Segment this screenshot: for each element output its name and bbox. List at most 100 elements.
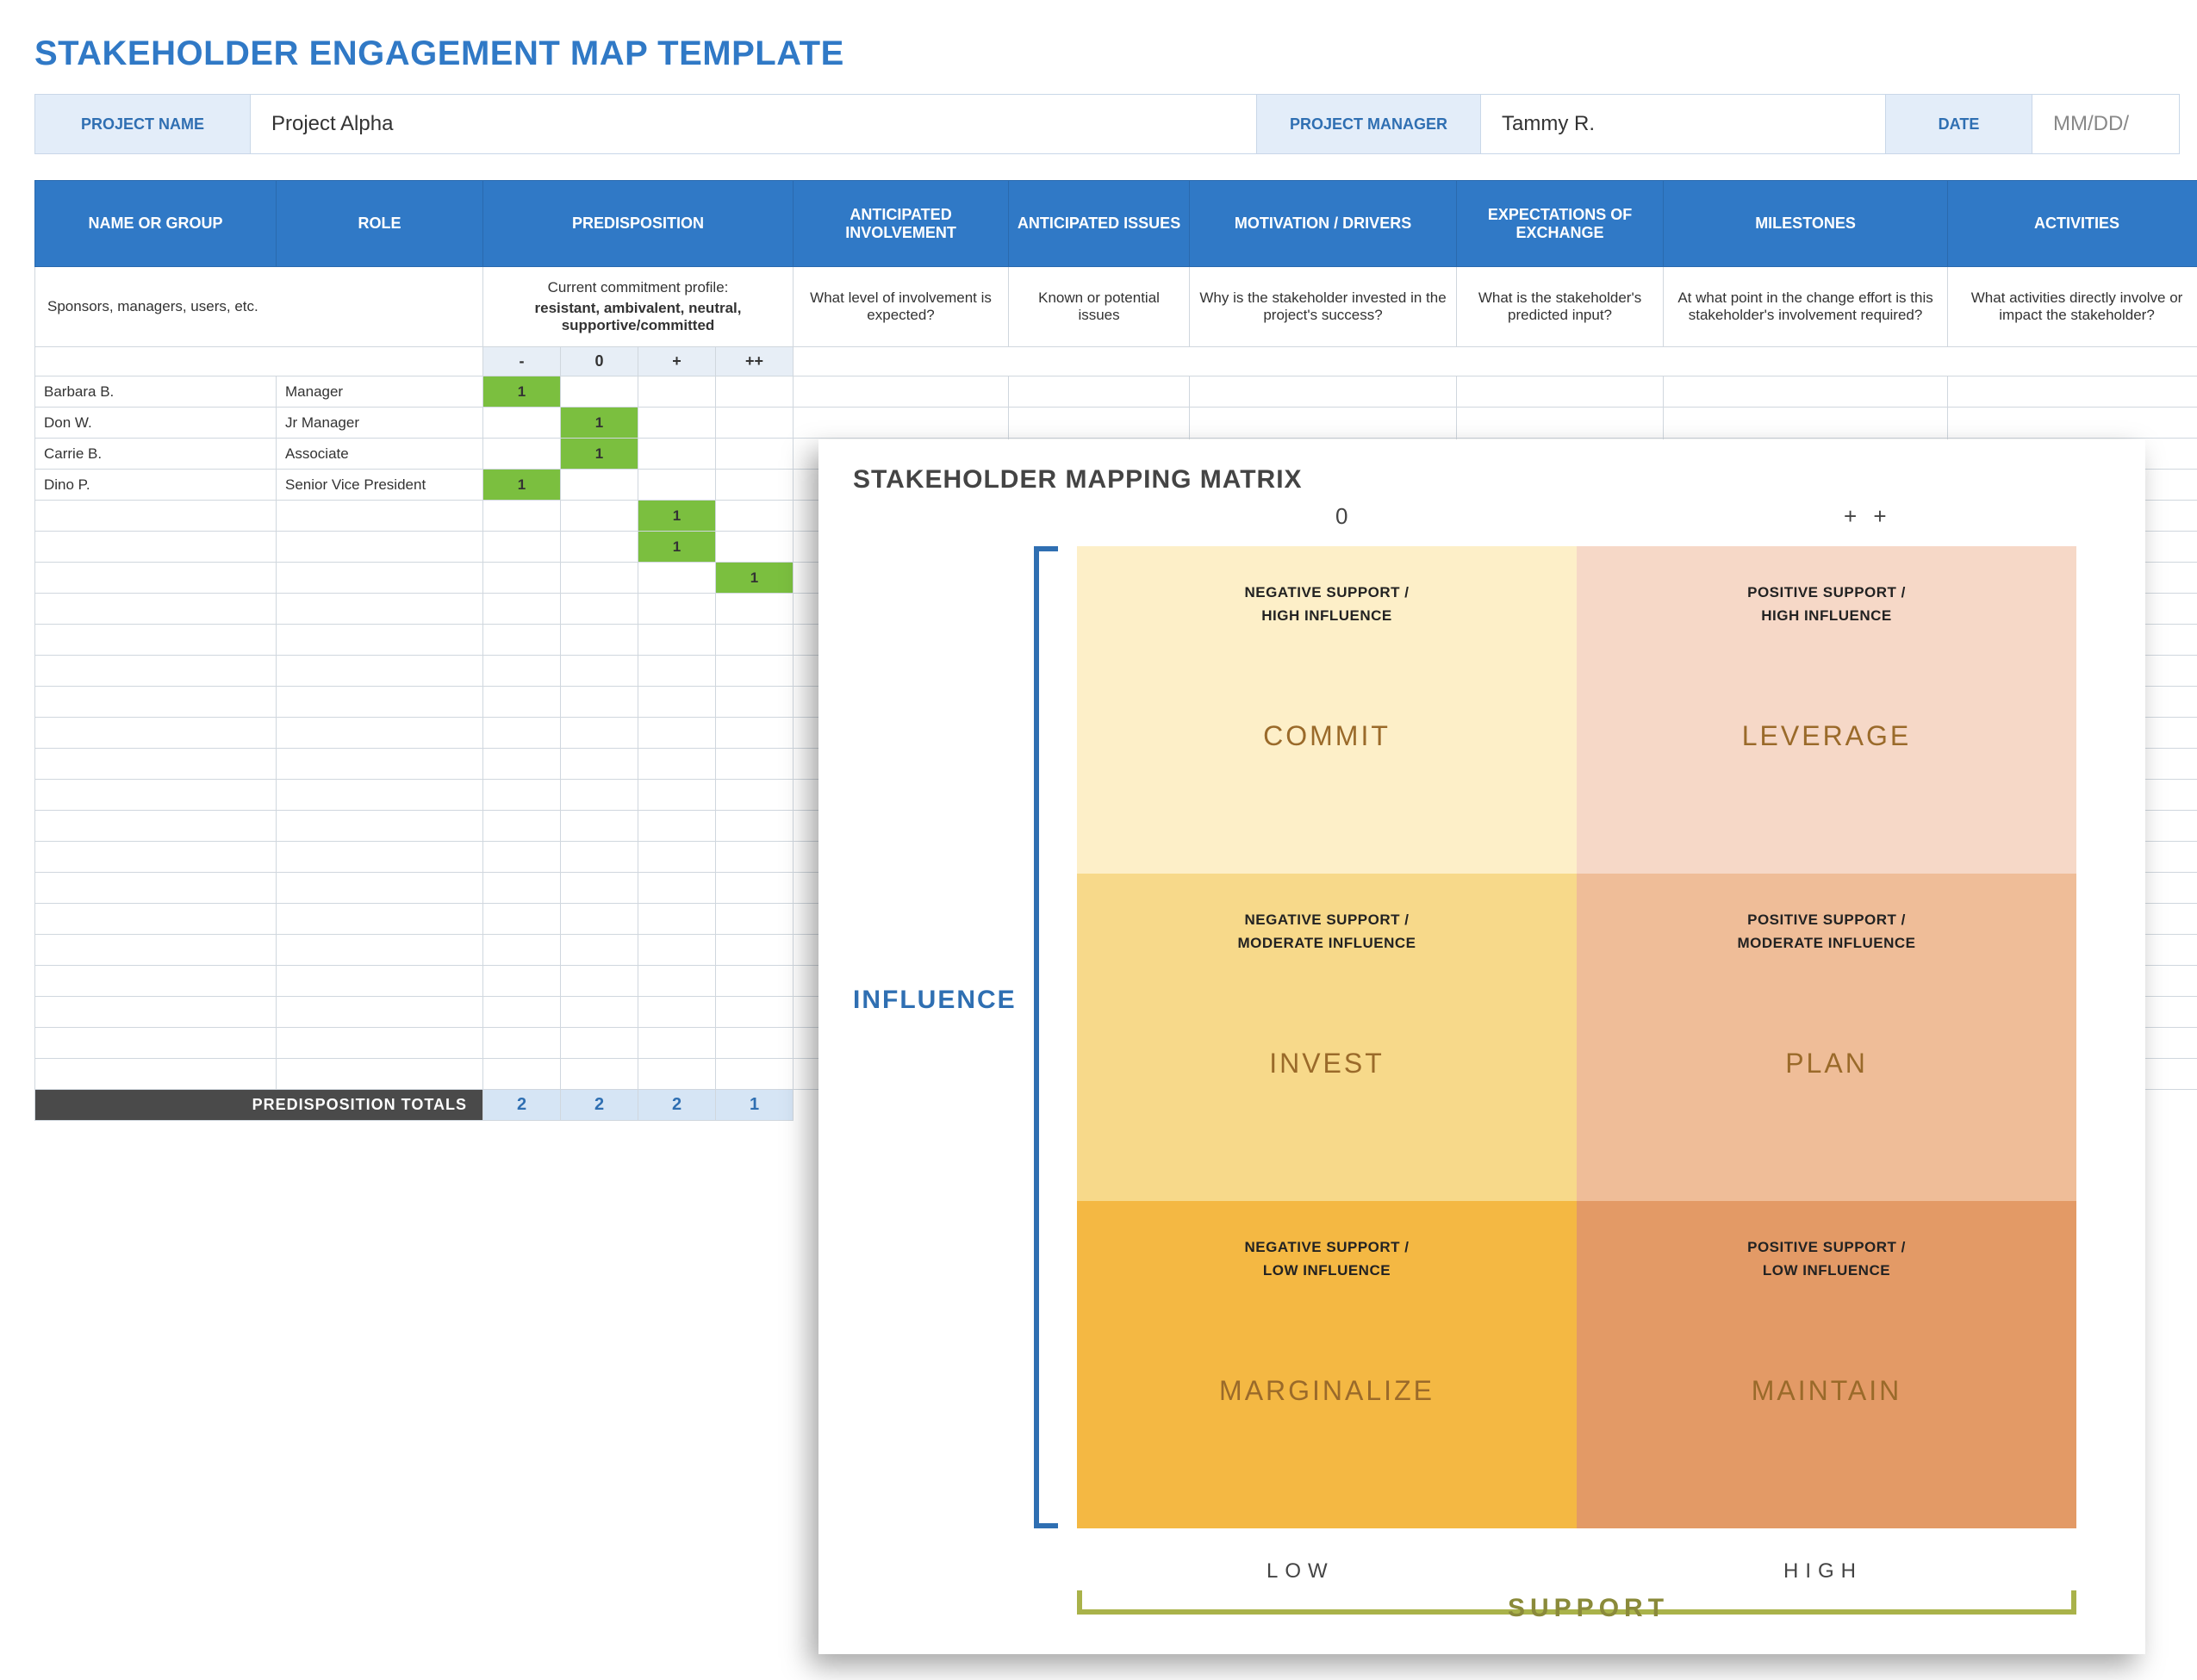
- cell-empty[interactable]: [483, 873, 561, 904]
- cell-empty[interactable]: [561, 749, 638, 780]
- cell-empty[interactable]: [716, 904, 794, 935]
- cell-empty[interactable]: [638, 935, 716, 966]
- cell-empty[interactable]: [277, 1028, 483, 1059]
- cell-empty[interactable]: [277, 966, 483, 997]
- cell-empty[interactable]: [561, 687, 638, 718]
- cell-empty[interactable]: [483, 687, 561, 718]
- cell-empty[interactable]: [277, 594, 483, 625]
- cell-empty[interactable]: [483, 811, 561, 842]
- cell-empty[interactable]: [638, 625, 716, 656]
- cell-mark[interactable]: [561, 563, 638, 594]
- cell-empty[interactable]: [1009, 376, 1190, 408]
- cell-empty[interactable]: [638, 687, 716, 718]
- cell-mark[interactable]: 1: [638, 532, 716, 563]
- cell-mark[interactable]: [716, 532, 794, 563]
- cell-empty[interactable]: [638, 904, 716, 935]
- date-value[interactable]: MM/DD/: [2032, 95, 2179, 153]
- cell-empty[interactable]: [483, 594, 561, 625]
- cell-mark[interactable]: [716, 470, 794, 501]
- cell-empty[interactable]: [561, 625, 638, 656]
- cell-empty[interactable]: [35, 656, 277, 687]
- cell-empty[interactable]: [638, 811, 716, 842]
- cell-empty[interactable]: [716, 811, 794, 842]
- cell-empty[interactable]: [277, 625, 483, 656]
- cell-empty[interactable]: [716, 935, 794, 966]
- cell-mark[interactable]: 1: [483, 470, 561, 501]
- cell-empty[interactable]: [716, 997, 794, 1028]
- cell-empty[interactable]: [716, 780, 794, 811]
- cell-empty[interactable]: [716, 718, 794, 749]
- cell-empty[interactable]: [483, 749, 561, 780]
- cell-name[interactable]: Don W.: [35, 408, 277, 439]
- cell-empty[interactable]: [561, 935, 638, 966]
- cell-empty[interactable]: [794, 408, 1009, 439]
- cell-empty[interactable]: [716, 873, 794, 904]
- cell-role[interactable]: [277, 501, 483, 532]
- cell-mark[interactable]: [561, 501, 638, 532]
- cell-empty[interactable]: [716, 625, 794, 656]
- cell-mark[interactable]: [716, 376, 794, 408]
- cell-mark[interactable]: 1: [638, 501, 716, 532]
- cell-empty[interactable]: [483, 1059, 561, 1090]
- cell-empty[interactable]: [794, 376, 1009, 408]
- cell-name[interactable]: [35, 532, 277, 563]
- cell-empty[interactable]: [561, 1059, 638, 1090]
- cell-mark[interactable]: [561, 532, 638, 563]
- cell-empty[interactable]: [483, 935, 561, 966]
- cell-empty[interactable]: [35, 625, 277, 656]
- cell-empty[interactable]: [561, 966, 638, 997]
- cell-empty[interactable]: [35, 842, 277, 873]
- cell-empty[interactable]: [1948, 376, 2197, 408]
- cell-empty[interactable]: [561, 718, 638, 749]
- cell-empty[interactable]: [35, 873, 277, 904]
- cell-empty[interactable]: [638, 749, 716, 780]
- cell-empty[interactable]: [35, 687, 277, 718]
- cell-empty[interactable]: [561, 594, 638, 625]
- cell-empty[interactable]: [1664, 408, 1948, 439]
- cell-empty[interactable]: [277, 997, 483, 1028]
- cell-empty[interactable]: [1457, 376, 1664, 408]
- cell-empty[interactable]: [638, 842, 716, 873]
- cell-mark[interactable]: 1: [561, 439, 638, 470]
- cell-role[interactable]: [277, 563, 483, 594]
- cell-empty[interactable]: [277, 780, 483, 811]
- cell-empty[interactable]: [35, 935, 277, 966]
- cell-mark[interactable]: 1: [716, 563, 794, 594]
- cell-empty[interactable]: [483, 966, 561, 997]
- cell-empty[interactable]: [277, 873, 483, 904]
- cell-name[interactable]: [35, 501, 277, 532]
- cell-name[interactable]: Carrie B.: [35, 439, 277, 470]
- cell-empty[interactable]: [638, 997, 716, 1028]
- cell-empty[interactable]: [483, 1028, 561, 1059]
- cell-empty[interactable]: [35, 1059, 277, 1090]
- cell-role[interactable]: Associate: [277, 439, 483, 470]
- cell-empty[interactable]: [277, 656, 483, 687]
- cell-empty[interactable]: [716, 1059, 794, 1090]
- cell-empty[interactable]: [277, 687, 483, 718]
- cell-mark[interactable]: [716, 439, 794, 470]
- cell-mark[interactable]: [561, 470, 638, 501]
- cell-mark[interactable]: 1: [483, 376, 561, 408]
- cell-empty[interactable]: [561, 997, 638, 1028]
- cell-empty[interactable]: [561, 780, 638, 811]
- cell-role[interactable]: [277, 532, 483, 563]
- cell-role[interactable]: Senior Vice President: [277, 470, 483, 501]
- cell-mark[interactable]: [638, 408, 716, 439]
- cell-empty[interactable]: [561, 842, 638, 873]
- cell-role[interactable]: Manager: [277, 376, 483, 408]
- cell-name[interactable]: Barbara B.: [35, 376, 277, 408]
- project-manager-value[interactable]: Tammy R.: [1481, 95, 1886, 153]
- cell-empty[interactable]: [561, 1028, 638, 1059]
- cell-empty[interactable]: [277, 1059, 483, 1090]
- cell-empty[interactable]: [35, 1028, 277, 1059]
- cell-mark[interactable]: 1: [561, 408, 638, 439]
- cell-mark[interactable]: [638, 376, 716, 408]
- cell-empty[interactable]: [638, 656, 716, 687]
- cell-empty[interactable]: [638, 1028, 716, 1059]
- cell-empty[interactable]: [483, 780, 561, 811]
- cell-empty[interactable]: [483, 656, 561, 687]
- cell-mark[interactable]: [483, 439, 561, 470]
- cell-mark[interactable]: [483, 532, 561, 563]
- cell-role[interactable]: Jr Manager: [277, 408, 483, 439]
- cell-empty[interactable]: [1190, 376, 1457, 408]
